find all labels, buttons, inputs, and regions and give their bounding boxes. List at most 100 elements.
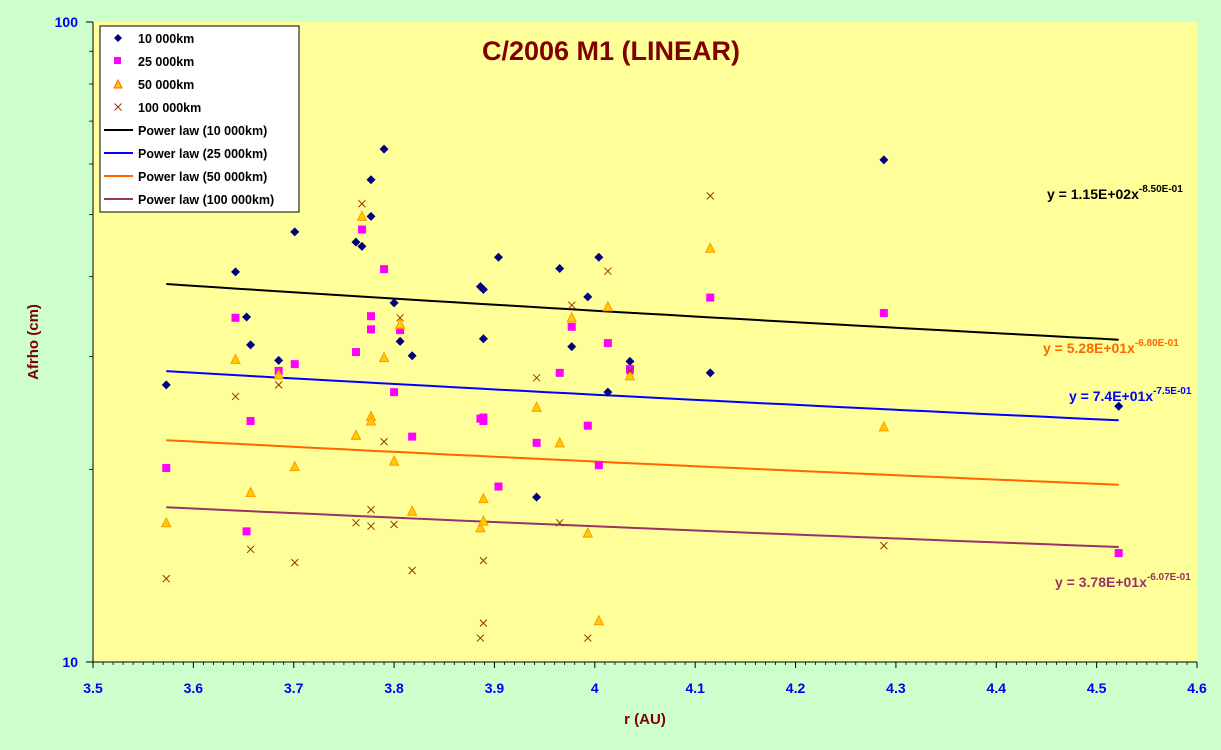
- point-10000km: [879, 155, 889, 165]
- equation-50000: y = 5.28E+01x-6.80E-01: [1043, 338, 1179, 356]
- fit-line-50000: [166, 439, 1119, 486]
- legend-label-25000: 25 000km: [138, 55, 194, 69]
- point-10000km: [357, 241, 367, 251]
- fit-line-100000: [166, 506, 1119, 548]
- y-tick-label: 10: [62, 654, 78, 670]
- point-10000km: [274, 355, 284, 365]
- point-100000km: [290, 558, 299, 567]
- legend-marker-100000: [114, 103, 122, 111]
- equation-10000-base: y = 1.15E+02x: [1047, 186, 1139, 202]
- equation-100000: y = 3.78E+01x-6.07E-01: [1055, 572, 1191, 590]
- point-100000km: [880, 541, 888, 550]
- equation-50000-base: y = 5.28E+01x: [1043, 340, 1135, 356]
- point-100000km: [555, 518, 564, 527]
- fit-line-25000: [166, 370, 1119, 422]
- point-50000km: [289, 460, 301, 472]
- point-10000km: [478, 284, 488, 294]
- point-25000km: [479, 416, 488, 425]
- point-50000km: [602, 300, 614, 312]
- x-tick-label: 4.3: [886, 680, 906, 696]
- point-100000km: [583, 634, 592, 642]
- legend-label-fit-25000: Power law (25 000km): [138, 147, 267, 161]
- point-50000km: [245, 486, 256, 498]
- point-10000km: [379, 144, 389, 154]
- equation-25000-exponent: -7.5E-01: [1153, 386, 1192, 397]
- point-50000km: [566, 311, 578, 323]
- legend-label-fit-50000: Power law (50 000km): [138, 170, 267, 184]
- point-25000km: [380, 265, 389, 274]
- tick-labels: 3.5 3.6 3.7 3.8 3.9 4 4.1 4.2 4.3 4.4 4.5 4.6 10 100: [55, 14, 1207, 696]
- point-50000km: [478, 515, 489, 526]
- power-law-fits: [166, 283, 1119, 548]
- x-tick-label: 3.9: [485, 680, 505, 696]
- point-100000km: [231, 392, 240, 401]
- point-10000km: [351, 237, 361, 247]
- point-50000km: [273, 368, 284, 380]
- point-25000km: [494, 482, 503, 491]
- equation-100000-base: y = 3.78E+01x: [1055, 574, 1147, 590]
- point-100000km: [567, 301, 576, 310]
- legend-label-10000: 10 000km: [138, 32, 194, 46]
- point-10000km: [290, 227, 300, 237]
- point-100000km: [479, 619, 488, 628]
- point-10000km: [1114, 401, 1124, 411]
- point-10000km: [625, 356, 635, 366]
- x-tick-label: 3.8: [384, 680, 404, 696]
- point-100000km: [367, 505, 375, 514]
- equation-100000-exponent: -6.07E-01: [1147, 572, 1191, 583]
- point-25000km: [583, 421, 592, 430]
- point-100000km: [604, 267, 612, 276]
- x-tick-label: 4.5: [1087, 680, 1107, 696]
- point-100000km: [358, 199, 366, 208]
- point-10000km: [705, 368, 715, 378]
- equation-50000-exponent: -6.80E-01: [1135, 338, 1179, 349]
- legend: 10 000km 25 000km 50 000km 100 000km Pow…: [99, 25, 300, 213]
- point-50000km: [388, 455, 400, 466]
- point-25000km: [367, 325, 376, 334]
- point-10000km: [395, 336, 405, 346]
- x-tick-label: 4: [591, 680, 599, 696]
- point-25000km: [555, 368, 564, 377]
- point-10000km: [231, 267, 241, 277]
- point-25000km: [162, 463, 171, 472]
- legend-label-50000: 50 000km: [138, 78, 194, 92]
- point-50000km: [475, 521, 486, 533]
- point-25000km: [706, 293, 715, 302]
- point-50000km: [406, 505, 418, 516]
- point-25000km: [246, 416, 255, 425]
- point-10000km: [246, 340, 256, 350]
- point-100000km: [367, 522, 375, 531]
- point-50000km: [554, 436, 565, 448]
- point-50000km: [230, 353, 241, 364]
- point-50000km: [378, 351, 390, 363]
- y-tick-label: 100: [55, 14, 79, 30]
- legend-marker-25000: [114, 57, 121, 64]
- point-50000km: [160, 516, 172, 528]
- x-axis-title: r (AU): [624, 711, 666, 728]
- point-25000km: [396, 326, 405, 335]
- point-10000km: [389, 298, 399, 308]
- legend-label-fit-100000: Power law (100 000km): [138, 193, 274, 207]
- x-tick-label: 3.7: [284, 680, 304, 696]
- y-axis-title: Afrho (cm): [25, 304, 42, 380]
- point-50000km: [531, 401, 542, 412]
- point-100000km: [274, 381, 283, 389]
- point-25000km: [567, 322, 576, 331]
- point-25000km: [242, 527, 251, 536]
- point-50000km: [582, 526, 594, 538]
- point-50000km: [356, 210, 368, 221]
- point-10000km: [242, 312, 252, 322]
- point-100000km: [390, 520, 398, 529]
- x-tick-label: 4.2: [786, 680, 806, 696]
- point-25000km: [357, 225, 366, 234]
- point-25000km: [879, 309, 888, 318]
- legend-marker-50000: [113, 78, 123, 89]
- point-25000km: [603, 339, 612, 348]
- point-50000km: [478, 492, 489, 504]
- point-100000km: [162, 574, 171, 583]
- point-10000km: [366, 175, 376, 185]
- point-50000km: [593, 614, 605, 626]
- point-10000km: [366, 211, 376, 221]
- legend-box: [99, 25, 300, 213]
